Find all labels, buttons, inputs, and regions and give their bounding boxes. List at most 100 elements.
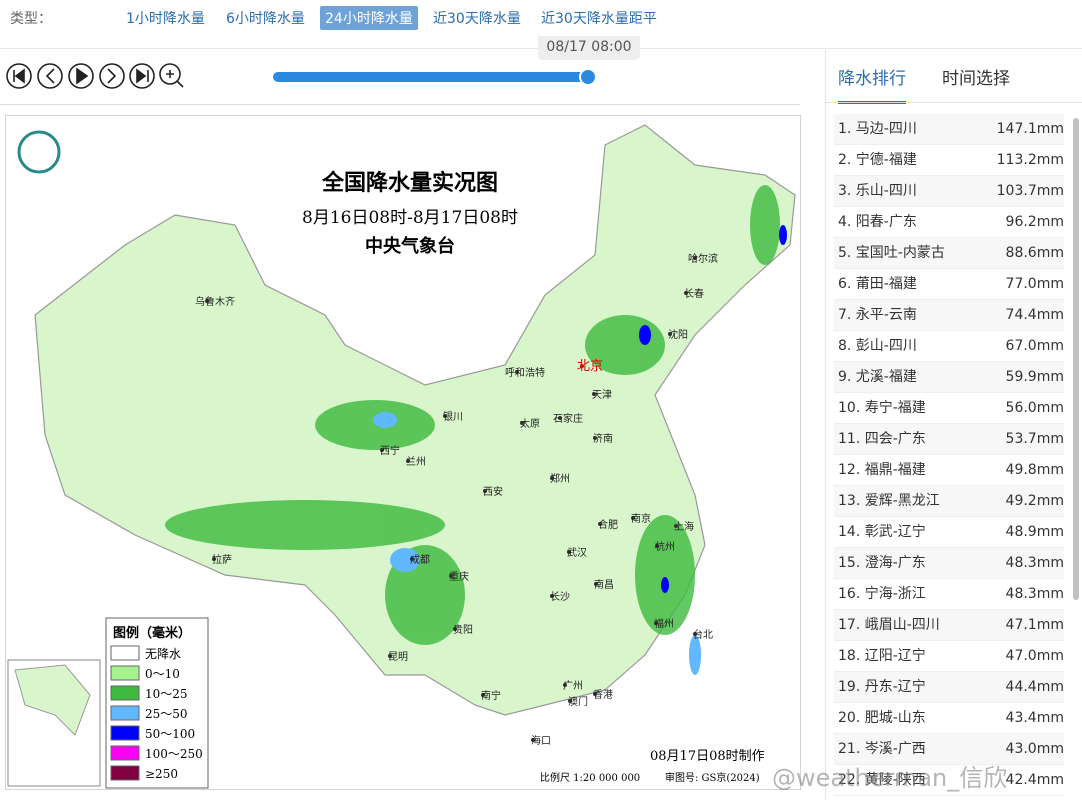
ranking-row[interactable]: 2. 宁德-福建 113.2mm — [834, 145, 1064, 176]
city-dot — [693, 256, 697, 260]
ranking-row[interactable]: 11. 四会-广东 53.7mm — [834, 424, 1064, 455]
type-tab[interactable]: 24小时降水量 — [320, 6, 418, 30]
type-tab[interactable]: 近30天降水量距平 — [541, 11, 657, 27]
city-dot — [212, 557, 216, 561]
legend-swatch — [110, 765, 140, 781]
city-label: 长春 — [684, 288, 704, 300]
watermark: @weatherman_信欣 — [772, 764, 1008, 792]
amount: 59.9mm — [1005, 369, 1064, 385]
inset-outline — [14, 664, 91, 736]
city-dot — [668, 332, 672, 336]
ranking-row[interactable]: 16. 宁海-浙江 48.3mm — [834, 579, 1064, 610]
divider — [826, 102, 1082, 103]
city-dot — [594, 582, 598, 586]
logo — [17, 130, 61, 174]
city-label: 南昌 — [594, 578, 614, 591]
ranking-row[interactable]: 15. 澄海-广东 48.3mm — [834, 548, 1064, 579]
station: 9. 尤溪-福建 — [838, 369, 917, 385]
ranking-row[interactable]: 17. 峨眉山-四川 47.1mm — [834, 610, 1064, 641]
type-tab[interactable]: 1小时降水量 — [126, 11, 205, 27]
station: 10. 寿宁-福建 — [838, 400, 926, 416]
ranking-row[interactable]: 14. 彰武-辽宁 48.9mm — [834, 517, 1064, 548]
city-dot — [654, 621, 658, 625]
city-dot — [593, 692, 597, 696]
ranking-row[interactable]: 18. 辽阳-辽宁 47.0mm — [834, 641, 1064, 672]
city-label: 昆明 — [388, 651, 408, 663]
ranking-row[interactable]: 8. 彭山-四川 67.0mm — [834, 331, 1064, 362]
city-label: 拉萨 — [212, 553, 232, 566]
panel-tab[interactable]: 降水排行 — [838, 64, 906, 104]
ranking-row[interactable]: 12. 福鼎-福建 49.8mm — [834, 455, 1064, 486]
time-label: 08/17 08:00 — [546, 39, 631, 55]
city-dot — [205, 299, 209, 303]
station: 22. 黄陵-陕西 — [838, 772, 926, 788]
amount: 48.9mm — [1005, 524, 1064, 540]
ranking-row[interactable]: 22. 黄陵-陕西 42.4mm — [834, 765, 1064, 796]
legend-label: 0～10 — [145, 667, 180, 681]
city-dot — [515, 370, 519, 374]
amount: 48.3mm — [1005, 586, 1064, 602]
city-dot — [531, 738, 535, 742]
legend-swatch — [110, 685, 140, 701]
amount: 147.1mm — [996, 121, 1064, 137]
controls[interactable] — [6, 63, 184, 89]
time-tooltip — [538, 36, 640, 60]
ranking-row[interactable]: 5. 宝国吐-内蒙古 88.6mm — [834, 238, 1064, 269]
city-label: 上海 — [674, 520, 694, 533]
station: 3. 乐山-四川 — [838, 183, 917, 199]
slider-track[interactable] — [273, 72, 588, 82]
city-label: 郑州 — [550, 472, 570, 485]
ranking-row[interactable]: 3. 乐山-四川 103.7mm — [834, 176, 1064, 207]
city-label: 南京 — [631, 512, 651, 525]
amount: 67.0mm — [1005, 338, 1064, 354]
ranking-row[interactable]: 19. 丹东-辽宁 44.4mm — [834, 672, 1064, 703]
city-label: 乌鲁木齐 — [195, 295, 235, 308]
legend-label: 100～250 — [145, 747, 203, 761]
slider-handle[interactable] — [579, 68, 597, 86]
station: 14. 彰武-辽宁 — [838, 524, 926, 540]
amount: 43.4mm — [1005, 710, 1064, 726]
station: 2. 宁德-福建 — [838, 152, 917, 168]
amount: 48.3mm — [1005, 555, 1064, 571]
type-tab[interactable]: 6小时降水量 — [226, 11, 305, 27]
ranking-row[interactable]: 6. 莆田-福建 77.0mm — [834, 269, 1064, 300]
city-dot — [449, 574, 453, 578]
amount: 77.0mm — [1005, 276, 1064, 292]
amount: 44.4mm — [1005, 679, 1064, 695]
city-label: 西安 — [483, 485, 503, 498]
city-dot — [483, 489, 487, 493]
ranking-row[interactable]: 21. 岑溪-广西 43.0mm — [834, 734, 1064, 765]
panel-tab[interactable]: 时间选择 — [942, 69, 1010, 89]
station: 1. 马边-四川 — [838, 121, 917, 137]
ranking-row[interactable]: 20. 肥城-山东 43.4mm — [834, 703, 1064, 734]
legend-label: ≥250 — [145, 767, 178, 781]
legend-label: 50～100 — [145, 727, 195, 741]
city-label: 南宁 — [481, 689, 501, 702]
city-dot — [380, 448, 384, 452]
ranking-row[interactable]: 4. 阳春-广东 96.2mm — [834, 207, 1064, 238]
city-dot — [693, 632, 697, 636]
amount: 113.2mm — [996, 152, 1064, 168]
amount: 74.4mm — [1005, 307, 1064, 323]
map: 全国降水量实况图 8月16日08时-8月17日08时 中央气象台 图例（毫米） 无… — [5, 115, 801, 790]
type-tab[interactable]: 近30天降水量 — [433, 11, 521, 27]
divider — [0, 104, 800, 105]
city-label: 武汉 — [567, 546, 587, 559]
ranking-row[interactable]: 13. 爱辉-黑龙江 49.2mm — [834, 486, 1064, 517]
city-dot — [598, 522, 602, 526]
ranking-row[interactable]: 10. 寿宁-福建 56.0mm — [834, 393, 1064, 424]
storm-rain — [639, 225, 787, 593]
map-subtitle: 8月16日08时-8月17日08时 — [302, 208, 518, 228]
city-dot — [406, 459, 410, 463]
legend-swatch — [110, 745, 140, 761]
city-dot — [684, 291, 688, 295]
city-label: 重庆 — [449, 570, 469, 583]
scrollbar[interactable] — [1073, 118, 1079, 600]
ranking-row[interactable]: 1. 马边-四川 147.1mm — [834, 114, 1064, 145]
station: 4. 阳春-广东 — [838, 214, 917, 230]
ranking-row[interactable]: 9. 尤溪-福建 59.9mm — [834, 362, 1064, 393]
amount: 49.8mm — [1005, 462, 1064, 478]
ranking-row[interactable]: 7. 永平-云南 74.4mm — [834, 300, 1064, 331]
city-dot — [453, 627, 457, 631]
legend-label: 无降水 — [145, 647, 181, 661]
